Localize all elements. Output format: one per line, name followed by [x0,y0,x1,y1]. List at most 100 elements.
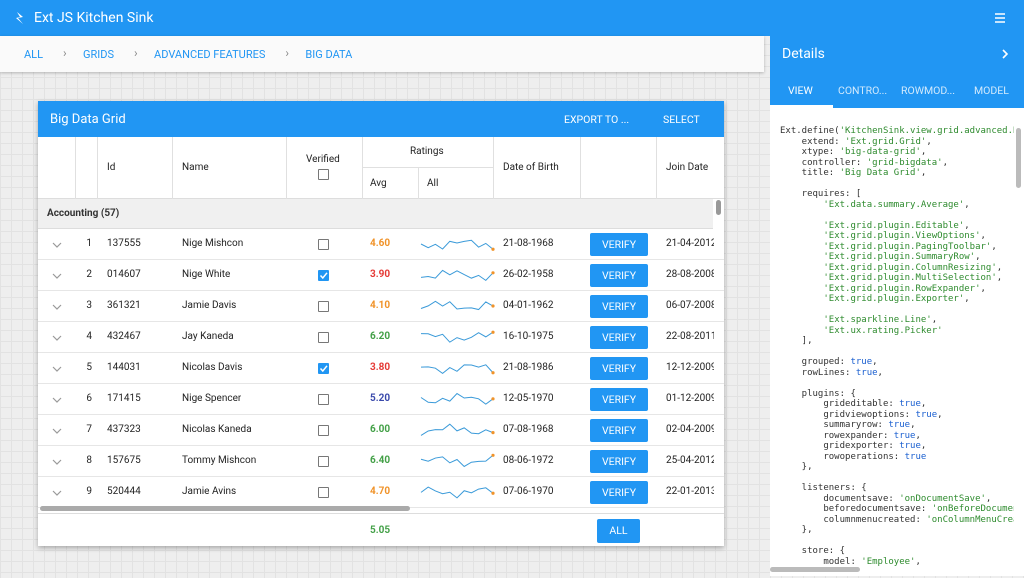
cell-avg: 6.20 [370,331,391,342]
cell-join: 01-12-2009 [666,393,714,404]
verify-button[interactable]: VERIFY [590,419,648,442]
code-line: 'Ext.grid.plugin.ViewOptions', [823,231,986,241]
code-view: Ext.define('KitchenSink.view.grid.advanc… [780,126,1014,578]
expander[interactable] [52,427,62,435]
breadcrumb-item[interactable]: ADVANCED FEATURES [154,48,266,61]
select-button[interactable]: SELECT [663,113,700,126]
expander[interactable] [52,272,62,280]
tab[interactable]: VIEW [788,84,813,97]
all-button[interactable]: ALL [597,519,640,543]
group-label: Accounting (57) [47,208,120,219]
expander[interactable] [52,489,62,497]
verified-checkbox[interactable] [318,456,329,467]
collapse-button[interactable] [1000,48,1010,60]
breadcrumb-item[interactable]: ALL [24,48,44,61]
column-header[interactable]: Id [107,162,116,173]
verify-button[interactable]: VERIFY [590,326,648,349]
verified-checkbox[interactable] [318,394,329,405]
tab[interactable]: MODEL [974,84,1009,97]
expander[interactable] [52,458,62,466]
verified-checkbox[interactable] [318,301,329,312]
tab[interactable]: ROWMOD... [901,84,956,97]
column-header: Ratings [410,146,444,157]
sparkline [420,486,495,499]
expander[interactable] [52,365,62,373]
cell-avg: 4.10 [370,300,391,311]
code-line: gridviewoptions: true, [780,409,943,420]
cell-dob: 16-10-1975 [503,331,554,342]
code-line: 'Ext.grid.plugin.Exporter', [823,294,970,304]
breadcrumb-item[interactable]: BIG DATA [305,48,353,61]
verify-button[interactable]: VERIFY [590,357,648,380]
tab-indicator [770,105,833,108]
header-checkbox[interactable] [318,169,329,180]
grid-row[interactable]: 9 520444 Jamie Avins 4.70 07-06-1970 VERIFY 22… [38,477,724,508]
column-header[interactable]: Verified [306,154,340,165]
grid-row[interactable]: 2 014607 Nige White 3.90 26-02-1958 VERIFY 28-… [38,260,724,291]
separator: › [285,46,289,60]
cell-name: Jamie Avins [182,486,237,497]
column-header[interactable]: Avg [370,178,387,189]
verify-button[interactable]: VERIFY [590,264,648,287]
code-line: rowoperations: true [780,451,927,462]
logo [16,12,23,24]
code-gap [780,473,1014,484]
verify-button[interactable]: VERIFY [590,233,648,256]
verified-checkbox[interactable] [318,425,329,436]
verified-checkbox[interactable] [318,270,329,281]
breadcrumb-item[interactable]: GRIDS [83,48,115,61]
row-number: 7 [86,424,92,435]
cell-id: 137555 [107,238,141,249]
code-line: store: { [780,546,846,556]
column-header[interactable]: All [427,178,439,189]
sparkline [420,239,495,251]
summary-avg: 5.05 [370,525,391,536]
separator: › [63,46,67,60]
expander[interactable] [52,334,62,342]
code-line: summaryrow: true, [780,420,916,430]
expander[interactable] [52,241,62,249]
cell-join: 22-01-2013 [666,486,714,497]
code-line: controller: 'grid-bigdata', [780,157,948,168]
expander[interactable] [52,303,62,311]
grid-row[interactable]: 7 437323 Nicolas Kaneda 6.00 07-08-1968 VERIF… [38,415,724,446]
verified-checkbox[interactable] [318,363,329,374]
grid-row[interactable]: 8 157675 Tommy Mishcon 6.40 08-06-1972 VERIFY… [38,446,724,477]
code-gap [780,179,1014,190]
verify-button[interactable]: VERIFY [590,450,648,473]
cell-dob: 07-08-1968 [503,424,554,435]
grid-row[interactable]: 6 171415 Nige Spencer 5.20 12-05-1970 VERIFY 0… [38,384,724,415]
cell-join: 25-04-2012 [666,455,714,466]
grid-row[interactable]: 5 144031 Nicolas Davis 3.80 21-08-1986 VERIFY… [38,353,724,384]
verified-checkbox[interactable] [318,332,329,343]
cell-name: Jamie Davis [182,300,237,311]
cell-id: 432467 [107,331,141,342]
code-gap [780,210,1014,221]
cell-id: 171415 [107,393,141,404]
row-number: 1 [86,238,92,249]
sparkline [420,423,495,436]
tab[interactable]: CONTRO... [838,84,888,97]
cell-avg: 3.90 [370,269,391,280]
column-header[interactable]: Join Date [666,162,709,173]
grid-row[interactable]: 4 432467 Jay Kaneda 6.20 16-10-1975 VERIFY 22-… [38,322,724,353]
separator: › [134,46,138,60]
code-line: listeners: { [780,483,867,493]
verify-button[interactable]: VERIFY [590,295,648,318]
cell-dob: 12-05-1970 [503,393,554,404]
group-header[interactable]: Accounting (57) [38,199,713,229]
export-button[interactable]: EXPORT TO ... [564,113,630,126]
grid-row[interactable]: 1 137555 Nige Mishcon 4.60 21-08-1968 VERIFY 2… [38,229,724,260]
column-header[interactable]: Date of Birth [503,162,559,173]
verified-checkbox[interactable] [318,487,329,498]
verify-button[interactable]: VERIFY [590,388,648,411]
column-header[interactable]: Name [182,162,209,173]
grid-row[interactable]: 3 361321 Jamie Davis 4.10 04-01-1962 VERIFY 06… [38,291,724,322]
verify-button[interactable]: VERIFY [590,481,648,504]
expander[interactable] [52,396,62,404]
verified-checkbox[interactable] [318,239,329,250]
cell-dob: 07-06-1970 [503,486,554,497]
scrollbar [770,567,860,572]
menu-button[interactable] [994,13,1006,23]
grid-body: 1 137555 Nige Mishcon 4.60 21-08-1968 VERIFY 2… [38,229,724,508]
